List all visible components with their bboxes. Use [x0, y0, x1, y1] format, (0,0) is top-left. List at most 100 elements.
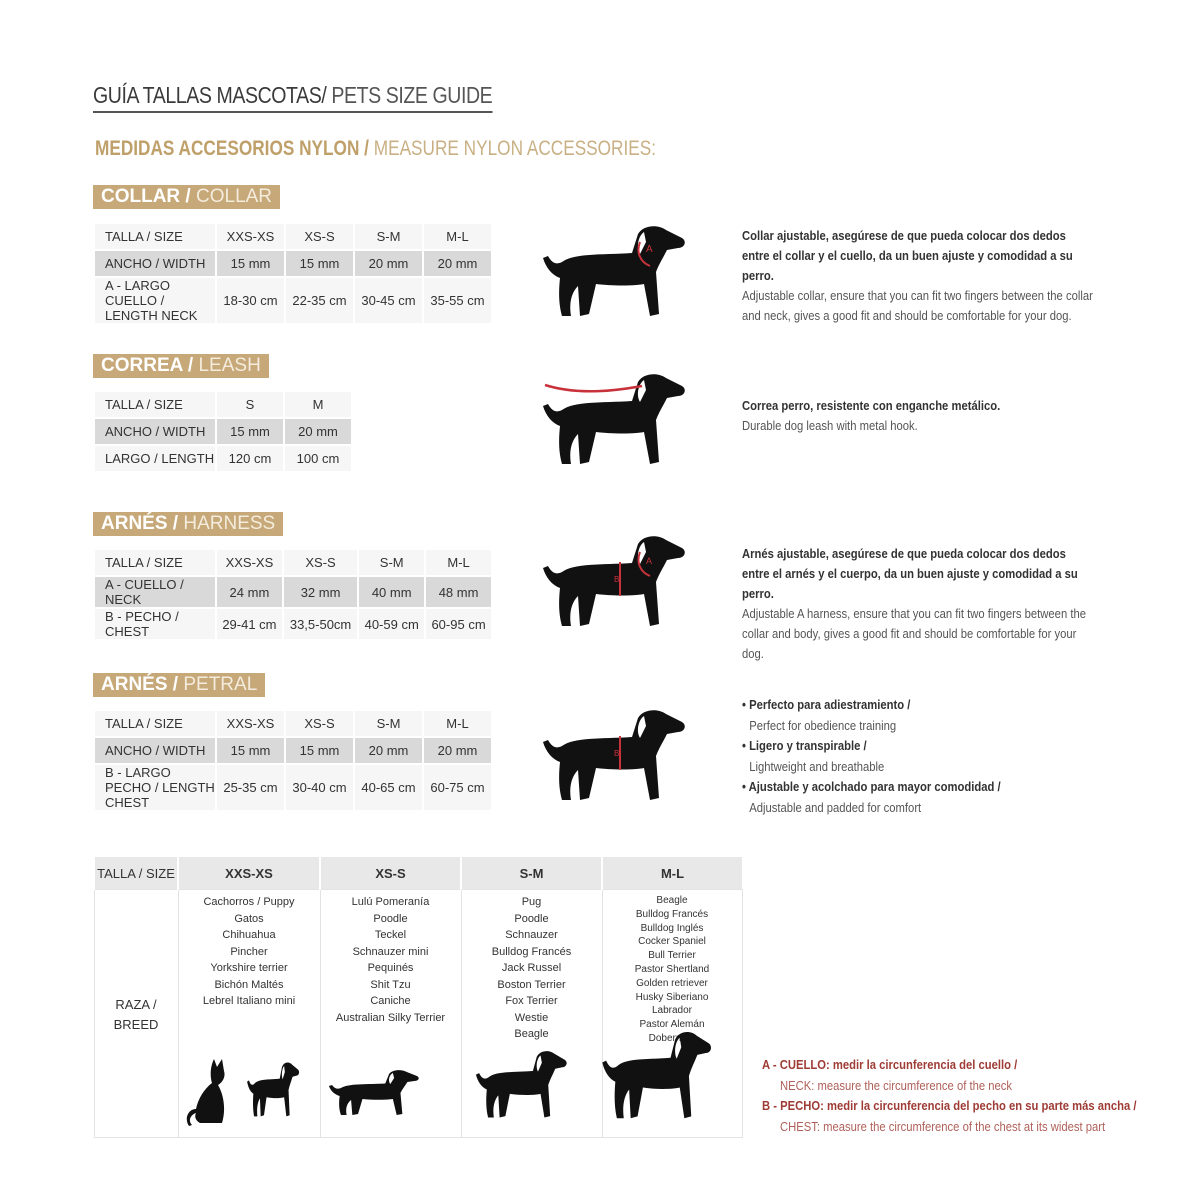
dog-leash-icon [540, 370, 690, 470]
size-table-row: TALLA / SIZE XXS-XS XS-S S-M M-L [93, 222, 493, 251]
size-cell: 33,5-50cm [281, 607, 360, 641]
size-cell: 24 mm [215, 575, 284, 609]
size-table-row: TALLA / SIZE S M [93, 390, 353, 419]
breed-row-label: RAZA / BREED [93, 889, 179, 1138]
size-table-row: ANCHO / WIDTH 15 mm 15 mm 20 mm 20 mm [93, 249, 493, 278]
size-cell: 40-65 cm [353, 763, 424, 812]
size-table-row: TALLA / SIZE XXS-XS XS-S S-M M-L [93, 709, 493, 738]
page-title: GUÍA TALLAS MASCOTAS/ PETS SIZE GUIDE [93, 82, 493, 113]
dog-collar-icon: A [540, 222, 690, 322]
breed-name: Australian Silky Terrier [335, 1011, 446, 1024]
size-cell: 60-75 cm [422, 763, 493, 812]
breed-header-s-m: S-M [460, 857, 602, 890]
breed-name: Pequinés [367, 962, 414, 974]
svg-text:B: B [614, 575, 619, 584]
breed-list-s-m: Pug Poodle Schnauzer Bulldog Francés Jack Ru… [460, 889, 603, 1138]
size-cell: 29-41 cm [215, 607, 284, 641]
row-label: LARGO / LENGTH [93, 444, 217, 473]
svg-text:A: A [646, 556, 652, 566]
breed-name: Husky Siberiano [635, 991, 709, 1003]
size-cell: 15 mm [215, 417, 285, 446]
size-cell: 15 mm [215, 249, 286, 278]
breed-name: Chihuahua [222, 929, 276, 941]
doberman-icon [600, 1028, 715, 1124]
size-cell: 120 cm [215, 444, 285, 473]
row-label: TALLA / SIZE [93, 709, 217, 738]
row-label: B - PECHO / CHEST [93, 607, 217, 641]
breed-name: Poodle [373, 912, 408, 925]
breed-name: Jack Russel [501, 962, 562, 974]
size-cell: 18-30 cm [215, 276, 286, 325]
size-cell: 60-95 cm [424, 607, 493, 641]
breed-name: Cocker Spaniel [638, 936, 706, 948]
row-label: A - LARGO CUELLO / LENGTH NECK [93, 276, 217, 325]
breed-name: Fox Terrier [505, 995, 558, 1007]
size-cell: S-M [357, 548, 427, 577]
breed-header-xxs-xs: XXS-XS [177, 857, 320, 890]
breed-name: Labrador [651, 1005, 693, 1017]
leash-size-table: TALLA / SIZE S M ANCHO / WIDTH 15 mm 20 mm LAR… [93, 390, 353, 473]
size-cell: 40-59 cm [357, 607, 427, 641]
size-cell: 20 mm [353, 736, 424, 765]
size-cell: 20 mm [353, 249, 424, 278]
breed-name: Bull Terrier [648, 950, 696, 962]
row-label: ANCHO / WIDTH [93, 736, 217, 765]
breed-name: Schnauzer [505, 929, 558, 941]
breed-name: Boston Terrier [497, 978, 566, 991]
size-cell: XXS-XS [215, 222, 286, 251]
breed-name: Caniche [370, 995, 411, 1007]
breed-name: Teckel [374, 929, 407, 941]
breed-name: Beagle [656, 895, 688, 906]
row-label: TALLA / SIZE [93, 548, 217, 577]
breed-name: Bulldog Inglés [640, 922, 704, 934]
breed-header-size: TALLA / SIZE [93, 857, 178, 890]
size-table-row: TALLA / SIZE XXS-XS XS-S S-M M-L [93, 548, 493, 577]
row-label: TALLA / SIZE [93, 222, 217, 251]
size-cell: 100 cm [283, 444, 353, 473]
breed-header-row: TALLA / SIZE XXS-XS XS-S S-M M-L [93, 857, 742, 890]
dachshund-icon [327, 1068, 422, 1118]
size-cell: 22-35 cm [284, 276, 355, 325]
size-table-row: ANCHO / WIDTH 15 mm 20 mm [93, 417, 353, 446]
row-label: TALLA / SIZE [93, 390, 217, 419]
chihuahua-icon [246, 1060, 301, 1120]
breed-name: Westie [514, 1011, 549, 1024]
size-cell: 32 mm [281, 575, 360, 609]
breed-name: Golden retriever [636, 977, 708, 989]
breed-name: Lebrel Italiano mini [202, 995, 296, 1007]
breed-name: Lulú Pomeranía [351, 896, 430, 908]
breed-name: Bulldog Francés [491, 945, 572, 958]
breed-name: Pug [521, 896, 542, 908]
petral-features: • Perfecto para adiestramiento / Perfect … [742, 698, 1001, 815]
size-cell: XS-S [281, 548, 360, 577]
breed-name: Bichón Maltés [214, 978, 284, 991]
row-label: ANCHO / WIDTH [93, 249, 217, 278]
size-table-row: LARGO / LENGTH 120 cm 100 cm [93, 444, 353, 473]
petral-size-table: TALLA / SIZE XXS-XS XS-S S-M M-L ANCHO / WIDT… [93, 709, 493, 812]
size-cell: 20 mm [422, 736, 493, 765]
schnauzer-icon [474, 1048, 570, 1122]
harness-size-table: TALLA / SIZE XXS-XS XS-S S-M M-L A - CUELLO /… [93, 548, 493, 641]
breed-name: Poodle [514, 912, 549, 925]
leash-badge: CORREA / LEASH [93, 354, 269, 378]
row-label: B - LARGO PECHO / LENGTH CHEST [93, 763, 217, 812]
size-cell: M-L [424, 548, 493, 577]
size-cell: 25-35 cm [215, 763, 286, 812]
size-cell: 40 mm [357, 575, 427, 609]
size-cell: M [283, 390, 353, 419]
breed-name: Gatos [234, 912, 264, 925]
size-table-row: A - LARGO CUELLO / LENGTH NECK 18-30 cm 22… [93, 276, 493, 325]
size-table-row: ANCHO / WIDTH 15 mm 15 mm 20 mm 20 mm [93, 736, 493, 765]
marker-a: A [646, 244, 653, 255]
cat-icon [186, 1059, 225, 1126]
harness-badge: ARNÉS / HARNESS [93, 512, 284, 536]
petral-badge: ARNÉS / PETRAL [93, 673, 266, 697]
size-cell: XS-S [284, 709, 355, 738]
size-cell: M-L [422, 709, 493, 738]
breed-name: Bulldog Francés [635, 908, 709, 920]
breed-name: Yorkshire terrier [210, 962, 288, 974]
size-cell: S-M [353, 222, 424, 251]
breed-name: Cachorros / Puppy [203, 896, 295, 908]
size-cell: M-L [422, 222, 493, 251]
